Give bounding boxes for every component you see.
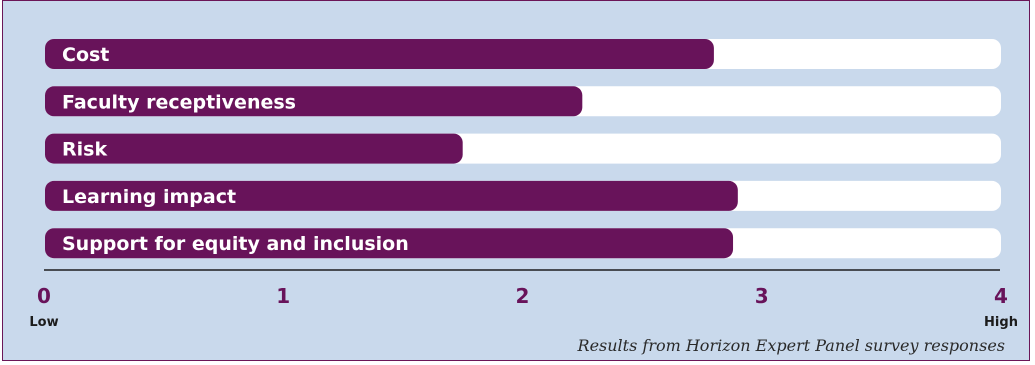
x-axis-low-label: Low: [29, 315, 58, 330]
x-tick-label: 2: [516, 284, 530, 308]
bar-label: Faculty receptiveness: [62, 91, 296, 113]
x-tick-label: 1: [276, 284, 290, 308]
x-tick-label: 4: [994, 284, 1008, 308]
x-axis-high-label: High: [984, 315, 1018, 330]
x-axis-ticks: 0 1 2 3 4: [37, 284, 1008, 308]
x-tick-label: 3: [755, 284, 769, 308]
chart-caption: Results from Horizon Expert Panel survey…: [577, 336, 1005, 355]
x-tick-label: 0: [37, 284, 51, 308]
bar-label: Risk: [62, 139, 107, 161]
bar: [45, 180, 738, 211]
bar: [45, 133, 463, 164]
bar: [45, 86, 583, 117]
bar-label: Learning impact: [62, 186, 236, 208]
bar: [45, 39, 714, 69]
bar-label: Support for equity and inclusion: [62, 233, 409, 255]
bar: [45, 228, 734, 259]
bars-group: Cost Faculty receptiveness Risk Learning im…: [45, 39, 1001, 259]
bar-label: Cost: [62, 44, 109, 66]
